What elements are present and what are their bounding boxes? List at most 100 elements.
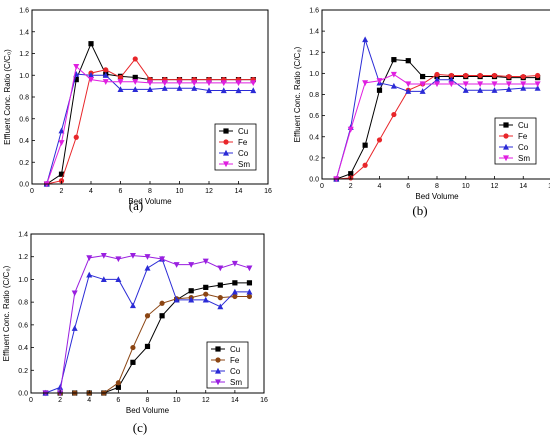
data-point-co xyxy=(434,76,440,83)
data-point-fe xyxy=(448,72,454,79)
data-point-cu xyxy=(405,58,411,64)
legend-marker-sm xyxy=(215,379,221,386)
y-tick-label: 1.0 xyxy=(18,277,28,284)
data-point-co xyxy=(86,271,93,278)
data-point-co xyxy=(176,85,183,91)
data-point-sm xyxy=(235,80,242,87)
data-point-sm xyxy=(71,290,78,297)
data-point-fe xyxy=(73,134,79,140)
y-tick-label: 1.2 xyxy=(309,50,319,57)
y-tick-label: 0.2 xyxy=(18,368,28,375)
data-point-fe xyxy=(391,111,397,118)
data-point-cu xyxy=(203,284,209,290)
data-point-co xyxy=(188,296,195,303)
y-axis-label: Effluent Conc. Ratio (C/C₀) xyxy=(3,49,12,145)
data-point-co xyxy=(217,303,224,310)
data-point-co xyxy=(161,85,168,91)
data-point-fe xyxy=(115,380,121,386)
legend-entry-co: Co xyxy=(518,143,529,152)
data-point-cu xyxy=(348,171,354,177)
data-point-co xyxy=(100,276,107,283)
y-tick-label: 1.6 xyxy=(19,8,29,15)
data-point-cu xyxy=(376,87,383,93)
data-point-sm xyxy=(217,265,224,272)
data-point-co xyxy=(477,87,484,93)
series-sm xyxy=(333,71,541,183)
data-point-co xyxy=(115,276,122,283)
data-point-co xyxy=(220,87,227,94)
x-tick-label: 14 xyxy=(231,397,239,404)
y-tick-label: 0.8 xyxy=(19,95,29,102)
data-point-sm xyxy=(115,256,122,263)
data-point-fe xyxy=(130,344,136,351)
y-tick-label: 0.0 xyxy=(309,177,319,184)
data-point-sm xyxy=(520,81,527,88)
data-point-co xyxy=(88,72,94,78)
data-point-sm xyxy=(102,79,109,85)
series-sm xyxy=(42,252,253,397)
x-tick-label: 2 xyxy=(58,397,62,404)
series-sm xyxy=(43,63,257,188)
data-point-co xyxy=(448,76,455,83)
data-point-sm xyxy=(58,140,65,146)
x-tick-label: 8 xyxy=(148,188,152,195)
legend-box xyxy=(214,123,257,171)
data-point-sm xyxy=(362,80,369,87)
data-point-sm xyxy=(161,80,168,87)
data-point-fe xyxy=(463,72,469,79)
y-tick-label: 0.8 xyxy=(309,92,319,99)
data-point-sm xyxy=(505,81,512,88)
series-co xyxy=(42,255,253,396)
data-point-cu xyxy=(115,384,121,390)
legend: Cu Fe Co Sm xyxy=(494,117,537,165)
data-point-sm xyxy=(147,80,153,87)
y-tick-label: 1.4 xyxy=(19,29,29,36)
data-point-sm xyxy=(206,80,212,87)
data-point-co xyxy=(129,302,136,309)
legend-marker-fe xyxy=(223,139,229,145)
data-point-sm xyxy=(347,126,354,133)
x-axis-label: Bed Volume xyxy=(126,406,170,415)
y-tick-label: 1.0 xyxy=(309,71,319,78)
data-point-fe xyxy=(246,293,253,300)
y-axis-label: Effluent Conc. Ratio (C/C₀) xyxy=(2,265,11,361)
legend-marker-co xyxy=(503,143,509,150)
data-point-sm xyxy=(132,79,139,85)
y-tick-label: 0.6 xyxy=(18,322,28,329)
data-point-co xyxy=(132,86,139,92)
data-point-cu xyxy=(73,77,79,83)
legend-entry-fe: Fe xyxy=(518,132,528,141)
legend-marker-co xyxy=(223,149,229,156)
y-tick-label: 1.2 xyxy=(19,51,29,58)
data-point-fe xyxy=(132,56,138,62)
data-point-cu xyxy=(132,74,138,81)
x-tick-label: 14 xyxy=(519,183,527,190)
data-point-sm xyxy=(376,78,383,84)
x-tick-label: 2 xyxy=(60,188,64,195)
data-point-co xyxy=(235,87,242,94)
data-point-co xyxy=(191,85,198,91)
x-tick-label: 8 xyxy=(435,183,439,190)
legend-marker-cu xyxy=(503,122,509,128)
data-point-sm xyxy=(246,265,253,272)
legend-entry-fe: Fe xyxy=(230,356,240,365)
x-tick-label: 6 xyxy=(406,183,410,190)
data-point-fe xyxy=(232,293,238,300)
legend-entry-sm: Sm xyxy=(238,160,250,169)
data-point-sm xyxy=(129,252,136,259)
legend-entry-co: Co xyxy=(238,149,249,158)
legend-entry-sm: Sm xyxy=(230,378,242,387)
legend-marker-sm xyxy=(223,161,229,168)
data-point-co xyxy=(491,87,498,93)
legend-marker-co xyxy=(215,367,221,374)
legend-marker-fe xyxy=(503,133,509,139)
data-point-sm xyxy=(448,81,455,88)
legend-box xyxy=(494,117,537,165)
data-point-co xyxy=(405,88,412,94)
data-point-sm xyxy=(144,254,151,260)
data-point-sm xyxy=(534,81,541,88)
data-point-sm xyxy=(159,256,166,263)
legend-entry-cu: Cu xyxy=(238,127,248,136)
x-axis-label: Bed Volume xyxy=(128,197,172,206)
legend-entry-sm: Sm xyxy=(518,154,530,163)
